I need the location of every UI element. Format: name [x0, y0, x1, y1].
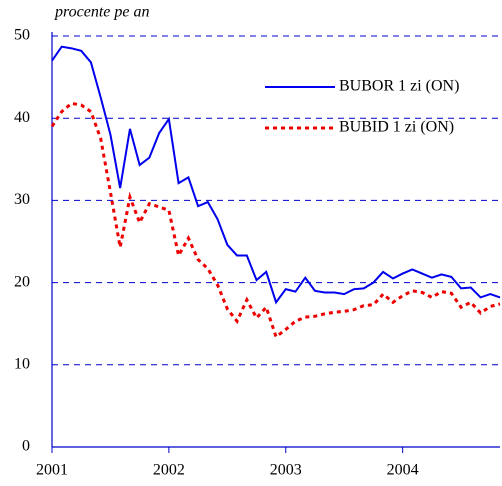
x-tick-label: 2003	[270, 462, 302, 479]
y-tick-label: 50	[14, 27, 30, 44]
y-tick-label: 40	[14, 109, 30, 126]
x-tick-label: 2001	[36, 462, 68, 479]
y-axis-label: procente pe an	[54, 4, 149, 21]
x-tick-label: 2004	[387, 462, 419, 479]
y-tick-label: 20	[14, 273, 30, 290]
y-tick-label: 10	[14, 355, 30, 372]
legend-label: BUBID 1 zi (ON)	[339, 119, 454, 136]
series-line	[51, 45, 501, 305]
x-tick-label: 2002	[153, 462, 185, 479]
y-tick-label: 0	[22, 438, 30, 455]
series-line	[50, 101, 501, 340]
legend-label: BUBOR 1 zi (ON)	[339, 78, 459, 95]
y-tick-label: 30	[14, 191, 30, 208]
